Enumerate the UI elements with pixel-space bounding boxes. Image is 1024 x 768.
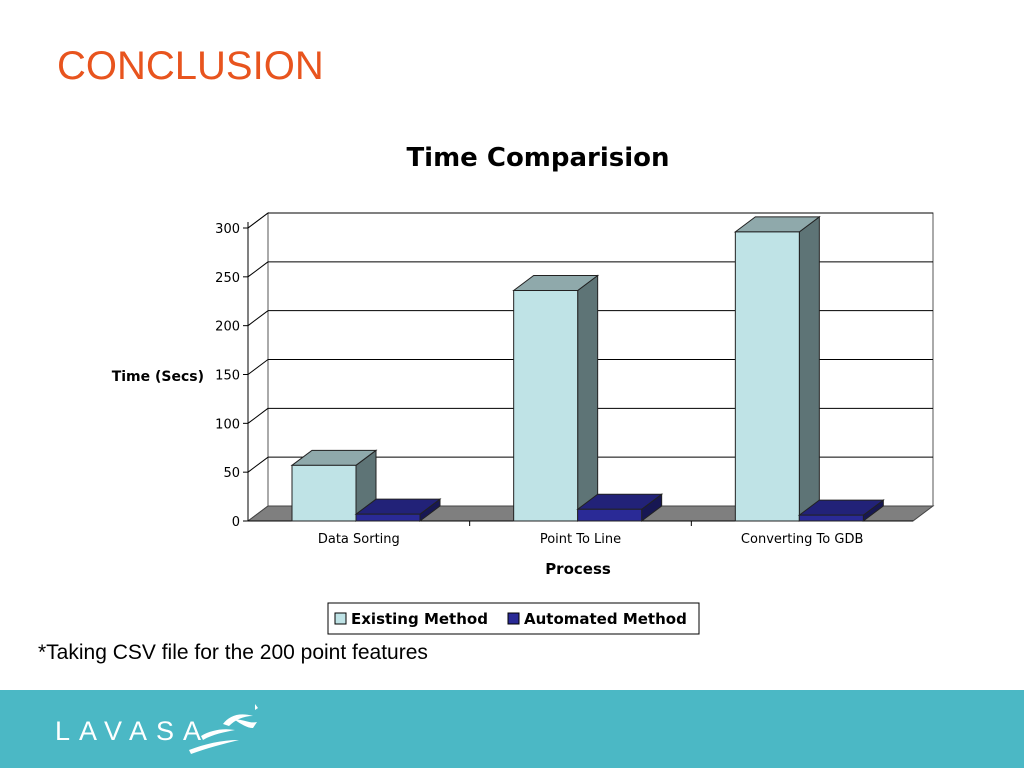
x-axis-label: Process [545, 560, 611, 578]
bar-face [798, 514, 864, 522]
chart-title: Time Comparision [406, 143, 669, 173]
gridline [247, 359, 269, 375]
bar-automated-method [797, 499, 885, 522]
gridline [247, 212, 269, 229]
bar-existing-method [512, 274, 600, 522]
bar-face [577, 508, 643, 522]
y-tick-label: 50 [223, 466, 240, 481]
legend-swatch [507, 612, 520, 625]
y-tick-label: 150 [215, 369, 240, 384]
bar-automated-method [576, 493, 664, 522]
y-axis-label: Time (Secs) [112, 369, 204, 385]
x-tick-label: Data Sorting [318, 532, 400, 547]
bar-face [355, 513, 421, 522]
bar-chart: Time Comparision 0 50 100 150 200 250 300 Data … [112, 143, 935, 635]
bar-automated-method [354, 498, 442, 522]
x-tick-label: Point To Line [540, 532, 621, 547]
chart-legend: Existing Method Automated Method [327, 602, 700, 635]
legend-swatch [334, 612, 347, 625]
bar-existing-method [733, 215, 821, 522]
bar-face [734, 231, 800, 522]
bar-side [798, 215, 820, 522]
gridline [247, 261, 269, 278]
y-tick-label: 250 [215, 271, 240, 286]
legend-label: Existing Method [351, 610, 488, 628]
y-tick-label: 200 [215, 320, 240, 335]
bar-side [577, 274, 599, 522]
y-tick-label: 0 [232, 515, 240, 530]
bar-face [513, 290, 579, 522]
x-tick-label: Converting To GDB [741, 532, 863, 547]
footnote: *Taking CSV file for the 200 point featu… [38, 641, 428, 664]
y-tick-label: 100 [215, 417, 240, 432]
bar-existing-method [290, 449, 378, 522]
birds-logo-icon [189, 704, 258, 754]
footer-band [0, 690, 1024, 768]
y-tick-label: 300 [215, 222, 240, 237]
gridline [247, 310, 269, 327]
bar-face [291, 464, 357, 522]
slide-title: CONCLUSION [57, 44, 324, 88]
logo-text: LAVASA [55, 716, 211, 746]
gridline [247, 407, 269, 424]
legend-label: Automated Method [524, 610, 687, 628]
gridline [247, 456, 269, 473]
